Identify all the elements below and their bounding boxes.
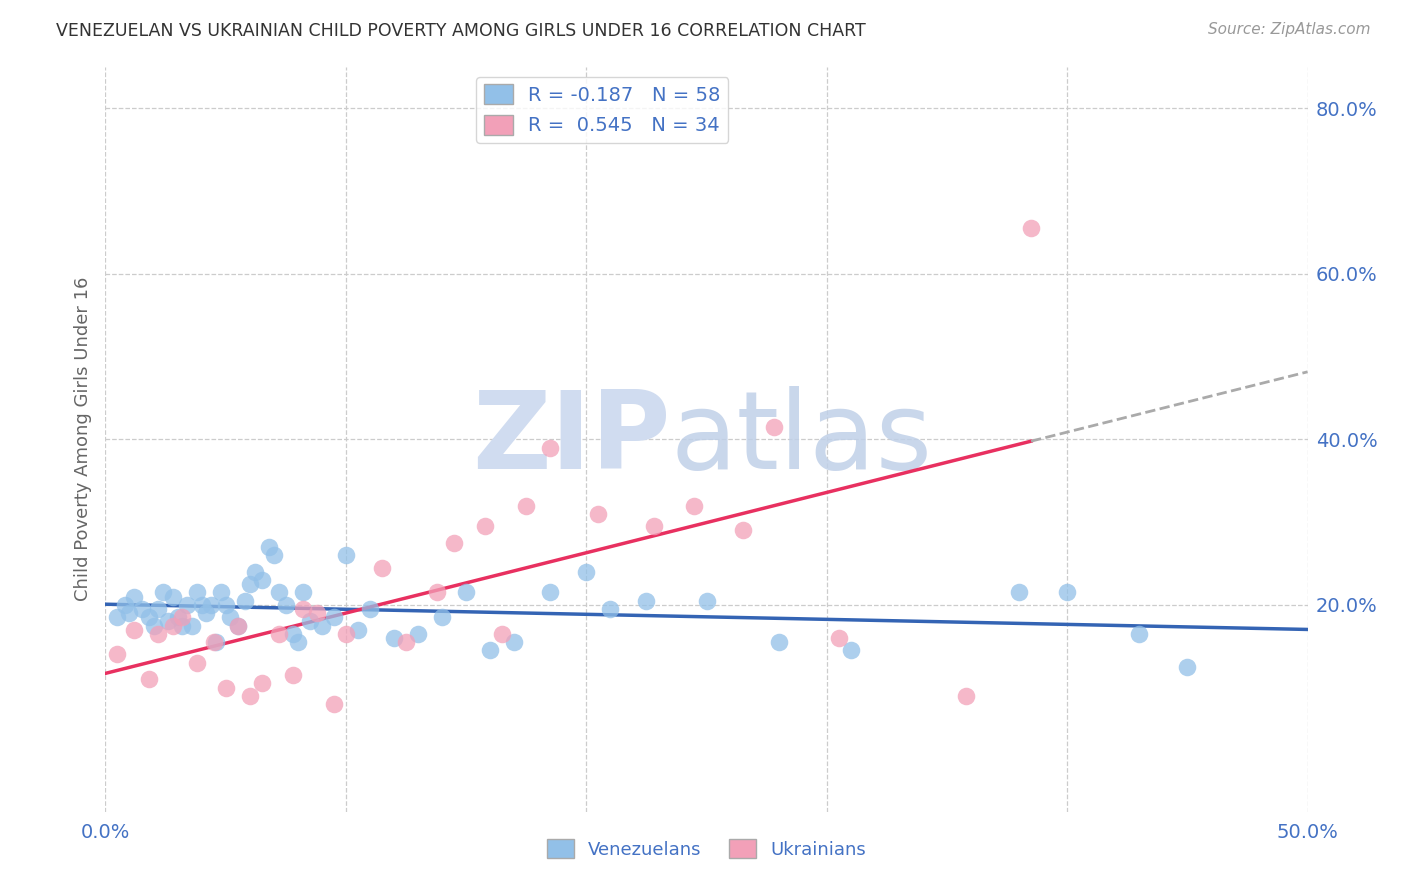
Point xyxy=(839,643,862,657)
Point xyxy=(683,499,706,513)
Point xyxy=(491,627,513,641)
Point xyxy=(305,606,328,620)
Point xyxy=(200,598,222,612)
Point xyxy=(731,524,754,538)
Point xyxy=(696,593,718,607)
Point xyxy=(599,602,621,616)
Point xyxy=(138,610,160,624)
Point xyxy=(219,610,242,624)
Point xyxy=(138,673,160,687)
Point xyxy=(538,441,561,455)
Point xyxy=(1128,627,1150,641)
Point xyxy=(298,615,321,629)
Point xyxy=(474,519,496,533)
Point xyxy=(479,643,502,657)
Point xyxy=(371,560,394,574)
Point xyxy=(209,585,232,599)
Point xyxy=(107,610,129,624)
Point xyxy=(205,635,228,649)
Point xyxy=(274,598,297,612)
Point xyxy=(226,618,249,632)
Point xyxy=(291,602,314,616)
Point xyxy=(287,635,309,649)
Text: ZIP: ZIP xyxy=(472,386,671,492)
Point xyxy=(190,598,212,612)
Point xyxy=(176,598,198,612)
Point xyxy=(768,635,790,649)
Point xyxy=(114,598,136,612)
Point xyxy=(202,635,225,649)
Point xyxy=(828,631,851,645)
Point xyxy=(195,606,218,620)
Point xyxy=(148,602,170,616)
Point xyxy=(454,585,477,599)
Point xyxy=(643,519,665,533)
Point xyxy=(239,577,262,591)
Point xyxy=(148,627,170,641)
Point xyxy=(131,602,153,616)
Legend: Venezuelans, Ukrainians: Venezuelans, Ukrainians xyxy=(540,832,873,866)
Point xyxy=(1175,660,1198,674)
Point xyxy=(172,618,194,632)
Point xyxy=(181,618,204,632)
Point xyxy=(250,676,273,690)
Point xyxy=(575,565,598,579)
Point xyxy=(267,585,290,599)
Point xyxy=(124,623,146,637)
Point xyxy=(311,618,333,632)
Point xyxy=(1008,585,1031,599)
Point xyxy=(430,610,453,624)
Point xyxy=(426,585,449,599)
Point xyxy=(588,507,610,521)
Point xyxy=(406,627,429,641)
Point xyxy=(955,689,977,703)
Point xyxy=(515,499,537,513)
Point xyxy=(636,593,658,607)
Point xyxy=(281,668,304,682)
Text: Source: ZipAtlas.com: Source: ZipAtlas.com xyxy=(1208,22,1371,37)
Y-axis label: Child Poverty Among Girls Under 16: Child Poverty Among Girls Under 16 xyxy=(73,277,91,601)
Point xyxy=(226,618,249,632)
Point xyxy=(395,635,418,649)
Point xyxy=(443,535,465,549)
Point xyxy=(186,585,208,599)
Point xyxy=(172,610,194,624)
Text: atlas: atlas xyxy=(671,386,932,492)
Point xyxy=(291,585,314,599)
Point xyxy=(762,420,785,434)
Point xyxy=(142,618,165,632)
Point xyxy=(267,627,290,641)
Point xyxy=(250,573,273,587)
Point xyxy=(347,623,370,637)
Point xyxy=(257,540,280,554)
Point xyxy=(107,648,129,662)
Point xyxy=(1056,585,1078,599)
Point xyxy=(243,565,266,579)
Point xyxy=(214,681,236,695)
Point xyxy=(263,548,285,562)
Point xyxy=(124,590,146,604)
Point xyxy=(359,602,381,616)
Point xyxy=(322,697,344,711)
Point xyxy=(335,627,357,641)
Point xyxy=(281,627,304,641)
Point xyxy=(503,635,526,649)
Point xyxy=(162,590,184,604)
Point xyxy=(118,606,141,620)
Point xyxy=(1019,221,1042,235)
Text: VENEZUELAN VS UKRAINIAN CHILD POVERTY AMONG GIRLS UNDER 16 CORRELATION CHART: VENEZUELAN VS UKRAINIAN CHILD POVERTY AM… xyxy=(56,22,866,40)
Point xyxy=(239,689,262,703)
Point xyxy=(538,585,561,599)
Point xyxy=(233,593,256,607)
Point xyxy=(162,618,184,632)
Point xyxy=(166,610,188,624)
Point xyxy=(382,631,405,645)
Point xyxy=(186,656,208,670)
Point xyxy=(214,598,236,612)
Point xyxy=(156,615,179,629)
Point xyxy=(152,585,174,599)
Point xyxy=(335,548,357,562)
Point xyxy=(322,610,344,624)
